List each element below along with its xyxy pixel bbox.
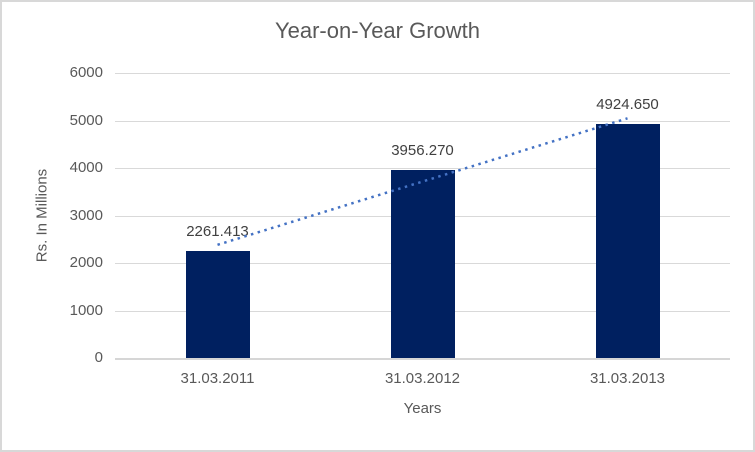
- bar-31.03.2011: [185, 250, 250, 358]
- chart-title: Year-on-Year Growth: [274, 18, 481, 43]
- y-axis-tick-label: 0: [94, 349, 103, 366]
- y-axis-tick-label: 3000: [69, 206, 103, 224]
- x-axis-tick-label: 31.03.2013: [589, 370, 666, 387]
- plot-area: 2261.413 3956.270 4924.650: [115, 73, 730, 360]
- x-axis-title: Years: [403, 400, 442, 417]
- data-label: 4924.650: [596, 96, 659, 114]
- bar-31.03.2013: [595, 124, 660, 358]
- x-axis-tick-label: 31.03.2011: [180, 370, 255, 387]
- bar-31.03.2012: [390, 170, 455, 358]
- gridline: [115, 73, 730, 74]
- data-label: 3956.270: [391, 142, 454, 160]
- y-axis-tick-label: 1000: [69, 301, 103, 319]
- y-axis-tick-label: 6000: [69, 64, 103, 81]
- y-axis-tick-label: 2000: [69, 254, 103, 271]
- data-label: 2261.413: [186, 222, 249, 240]
- x-axis-tick-label: 31.03.2012: [384, 370, 461, 387]
- gridline: [115, 120, 730, 122]
- y-axis-tick-label: 5000: [69, 111, 103, 129]
- y-axis-tick-label: 4000: [69, 159, 103, 176]
